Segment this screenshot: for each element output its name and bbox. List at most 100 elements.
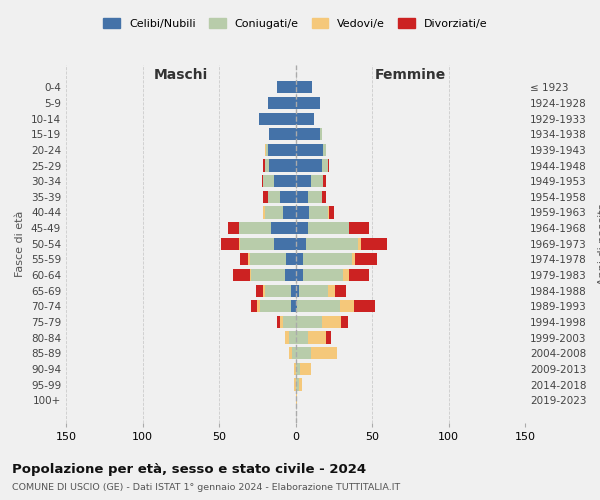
Bar [328, 284, 335, 297]
Bar [228, 222, 239, 234]
Bar [323, 175, 326, 188]
Bar [277, 81, 296, 94]
Bar [265, 284, 291, 297]
Bar [296, 394, 297, 406]
Bar [280, 190, 296, 203]
Legend: Celibi/Nubili, Coniugati/e, Vedovi/e, Divorziati/e: Celibi/Nubili, Coniugati/e, Vedovi/e, Di… [99, 14, 492, 33]
Bar [263, 190, 268, 203]
Bar [296, 81, 313, 94]
Bar [329, 206, 334, 218]
Y-axis label: Anni di nascita: Anni di nascita [598, 202, 600, 285]
Bar [265, 160, 269, 172]
Bar [269, 128, 296, 140]
Bar [286, 254, 296, 266]
Bar [277, 316, 280, 328]
Bar [259, 112, 296, 124]
Bar [358, 238, 361, 250]
Bar [328, 206, 329, 218]
Bar [250, 254, 286, 266]
Bar [241, 254, 248, 266]
Bar [285, 269, 296, 281]
Bar [309, 206, 328, 218]
Bar [323, 144, 326, 156]
Bar [268, 97, 296, 109]
Bar [260, 300, 291, 312]
Bar [262, 175, 263, 188]
Text: Maschi: Maschi [154, 68, 208, 82]
Bar [296, 97, 320, 109]
Bar [326, 332, 331, 344]
Bar [296, 254, 303, 266]
Bar [308, 190, 322, 203]
Bar [296, 300, 297, 312]
Bar [308, 332, 326, 344]
Bar [303, 269, 343, 281]
Bar [291, 284, 296, 297]
Bar [296, 332, 308, 344]
Bar [311, 175, 323, 188]
Bar [306, 238, 358, 250]
Bar [263, 284, 265, 297]
Bar [296, 363, 300, 375]
Bar [299, 284, 328, 297]
Bar [289, 347, 292, 360]
Bar [322, 190, 326, 203]
Bar [283, 206, 296, 218]
Bar [335, 284, 346, 297]
Bar [271, 222, 296, 234]
Text: Femmine: Femmine [374, 68, 446, 82]
Bar [296, 190, 308, 203]
Bar [296, 160, 322, 172]
Bar [266, 144, 268, 156]
Bar [250, 269, 251, 281]
Bar [296, 128, 320, 140]
Bar [233, 269, 250, 281]
Bar [296, 112, 314, 124]
Bar [296, 269, 303, 281]
Bar [285, 332, 289, 344]
Bar [303, 254, 352, 266]
Y-axis label: Fasce di età: Fasce di età [16, 210, 25, 277]
Bar [263, 160, 265, 172]
Bar [296, 222, 308, 234]
Bar [328, 160, 329, 172]
Bar [274, 175, 296, 188]
Bar [251, 269, 285, 281]
Bar [294, 363, 296, 375]
Bar [289, 332, 296, 344]
Bar [294, 378, 296, 390]
Bar [322, 316, 341, 328]
Bar [248, 254, 250, 266]
Bar [265, 206, 283, 218]
Bar [268, 190, 280, 203]
Bar [274, 238, 296, 250]
Bar [349, 269, 369, 281]
Bar [221, 238, 239, 250]
Bar [241, 238, 274, 250]
Bar [343, 269, 349, 281]
Bar [361, 238, 388, 250]
Text: Popolazione per età, sesso e stato civile - 2024: Popolazione per età, sesso e stato civil… [12, 462, 366, 475]
Bar [239, 222, 271, 234]
Text: COMUNE DI USCIO (GE) - Dati ISTAT 1° gennaio 2024 - Elaborazione TUTTITALIA.IT: COMUNE DI USCIO (GE) - Dati ISTAT 1° gen… [12, 482, 400, 492]
Bar [349, 222, 369, 234]
Bar [308, 222, 349, 234]
Bar [291, 300, 296, 312]
Bar [299, 378, 302, 390]
Bar [283, 316, 296, 328]
Bar [320, 128, 322, 140]
Bar [269, 160, 296, 172]
Bar [280, 316, 283, 328]
Bar [292, 347, 296, 360]
Bar [296, 206, 309, 218]
Bar [296, 347, 311, 360]
Bar [265, 144, 266, 156]
Bar [300, 363, 311, 375]
Bar [352, 254, 355, 266]
Bar [311, 347, 337, 360]
Bar [256, 284, 263, 297]
Bar [251, 300, 257, 312]
Bar [297, 300, 340, 312]
Bar [296, 284, 299, 297]
Bar [322, 160, 328, 172]
